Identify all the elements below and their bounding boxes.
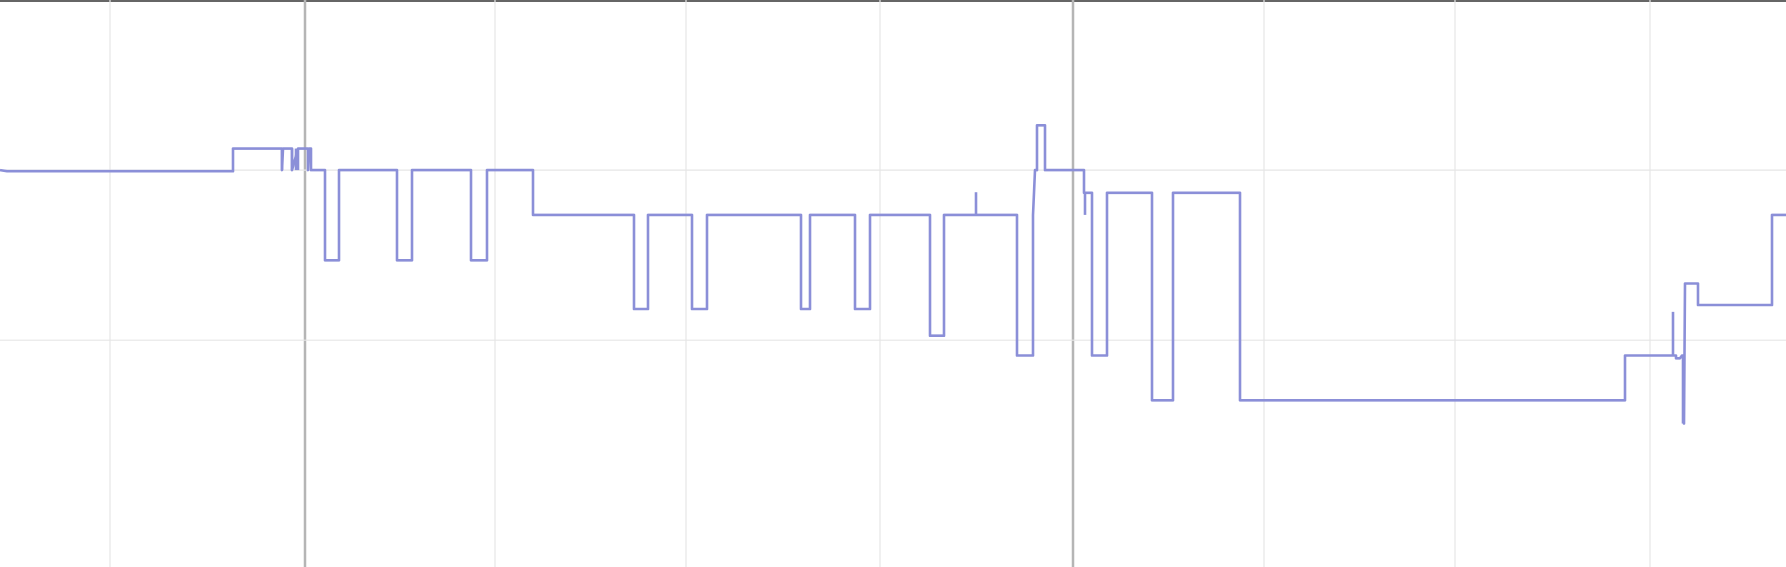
series-line <box>0 124 1786 425</box>
series-layer <box>0 124 1786 425</box>
